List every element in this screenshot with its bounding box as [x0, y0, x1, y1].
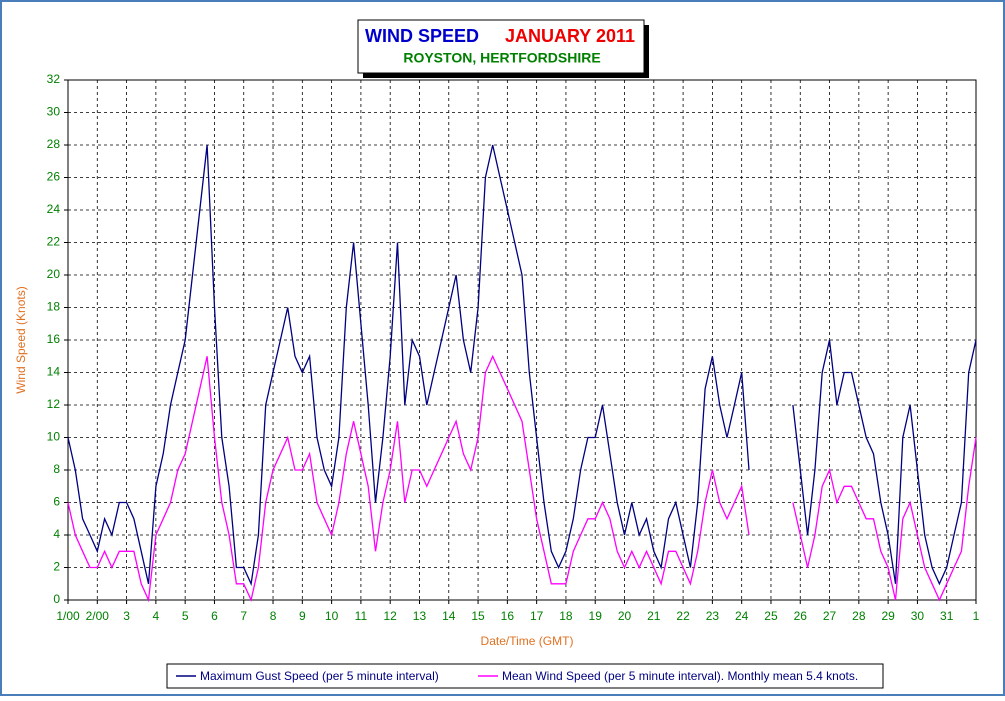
y-tick-label: 0: [53, 592, 60, 606]
x-tick-label: 7: [240, 609, 247, 623]
y-tick-label: 8: [53, 462, 60, 476]
x-tick-label: 1/00: [56, 609, 80, 623]
x-tick-label: 9: [299, 609, 306, 623]
series-line: [67, 144, 977, 587]
y-tick-label: 30: [47, 105, 61, 119]
x-tick-label: 17: [530, 609, 544, 623]
x-tick-label: 22: [676, 609, 690, 623]
y-tick-label: 12: [47, 397, 61, 411]
x-tick-label: 2/00: [86, 609, 110, 623]
x-tick-label: 8: [270, 609, 277, 623]
x-tick-label: 4: [153, 609, 160, 623]
x-axis-label: Date/Time (GMT): [481, 634, 574, 648]
x-tick-label: 27: [823, 609, 837, 623]
y-tick-label: 28: [47, 137, 61, 151]
x-tick-label: 18: [559, 609, 573, 623]
x-tick-label: 6: [211, 609, 218, 623]
x-tick-label: 12: [384, 609, 398, 623]
y-tick-label: 26: [47, 170, 61, 184]
y-axis-label: Wind Speed (Knots): [14, 286, 28, 393]
plot-area: [67, 79, 977, 601]
x-tick-label: 3: [123, 609, 130, 623]
y-tick-label: 20: [47, 267, 61, 281]
chart-subtitle: ROYSTON, HERTFORDSHIRE: [403, 50, 600, 66]
x-tick-label: 29: [881, 609, 895, 623]
y-tick-label: 10: [47, 430, 61, 444]
x-tick-label: 1: [973, 609, 980, 623]
x-tick-label: 16: [501, 609, 515, 623]
x-tick-label: 28: [852, 609, 866, 623]
x-tick-label: 26: [794, 609, 808, 623]
x-tick-label: 10: [325, 609, 339, 623]
y-tick-label: 32: [47, 72, 61, 86]
legend-label: Mean Wind Speed (per 5 minute interval).…: [502, 669, 858, 683]
x-tick-label: 31: [940, 609, 954, 623]
x-tick-label: 5: [182, 609, 189, 623]
x-tick-label: 20: [618, 609, 632, 623]
y-tick-label: 22: [47, 235, 61, 249]
legend-label: Maximum Gust Speed (per 5 minute interva…: [200, 669, 439, 683]
y-tick-label: 6: [53, 495, 60, 509]
series-line: [67, 354, 977, 603]
x-tick-label: 30: [911, 609, 925, 623]
x-tick-label: 25: [764, 609, 778, 623]
y-tick-label: 18: [47, 300, 61, 314]
y-tick-label: 14: [47, 365, 61, 379]
x-tick-label: 21: [647, 609, 661, 623]
chart-title: WIND SPEED: [365, 26, 479, 46]
x-tick-label: 15: [471, 609, 485, 623]
y-tick-label: 4: [53, 527, 60, 541]
y-tick-label: 24: [47, 202, 61, 216]
x-tick-label: 24: [735, 609, 749, 623]
x-tick-label: 19: [589, 609, 603, 623]
x-tick-label: 23: [706, 609, 720, 623]
chart-title-date: JANUARY 2011: [505, 26, 635, 46]
y-tick-label: 16: [47, 332, 61, 346]
legend: [166, 663, 884, 689]
x-tick-label: 13: [413, 609, 427, 623]
title-box: [357, 19, 645, 74]
y-tick-label: 2: [53, 560, 60, 574]
x-tick-label: 11: [355, 609, 368, 623]
x-tick-label: 14: [442, 609, 456, 623]
